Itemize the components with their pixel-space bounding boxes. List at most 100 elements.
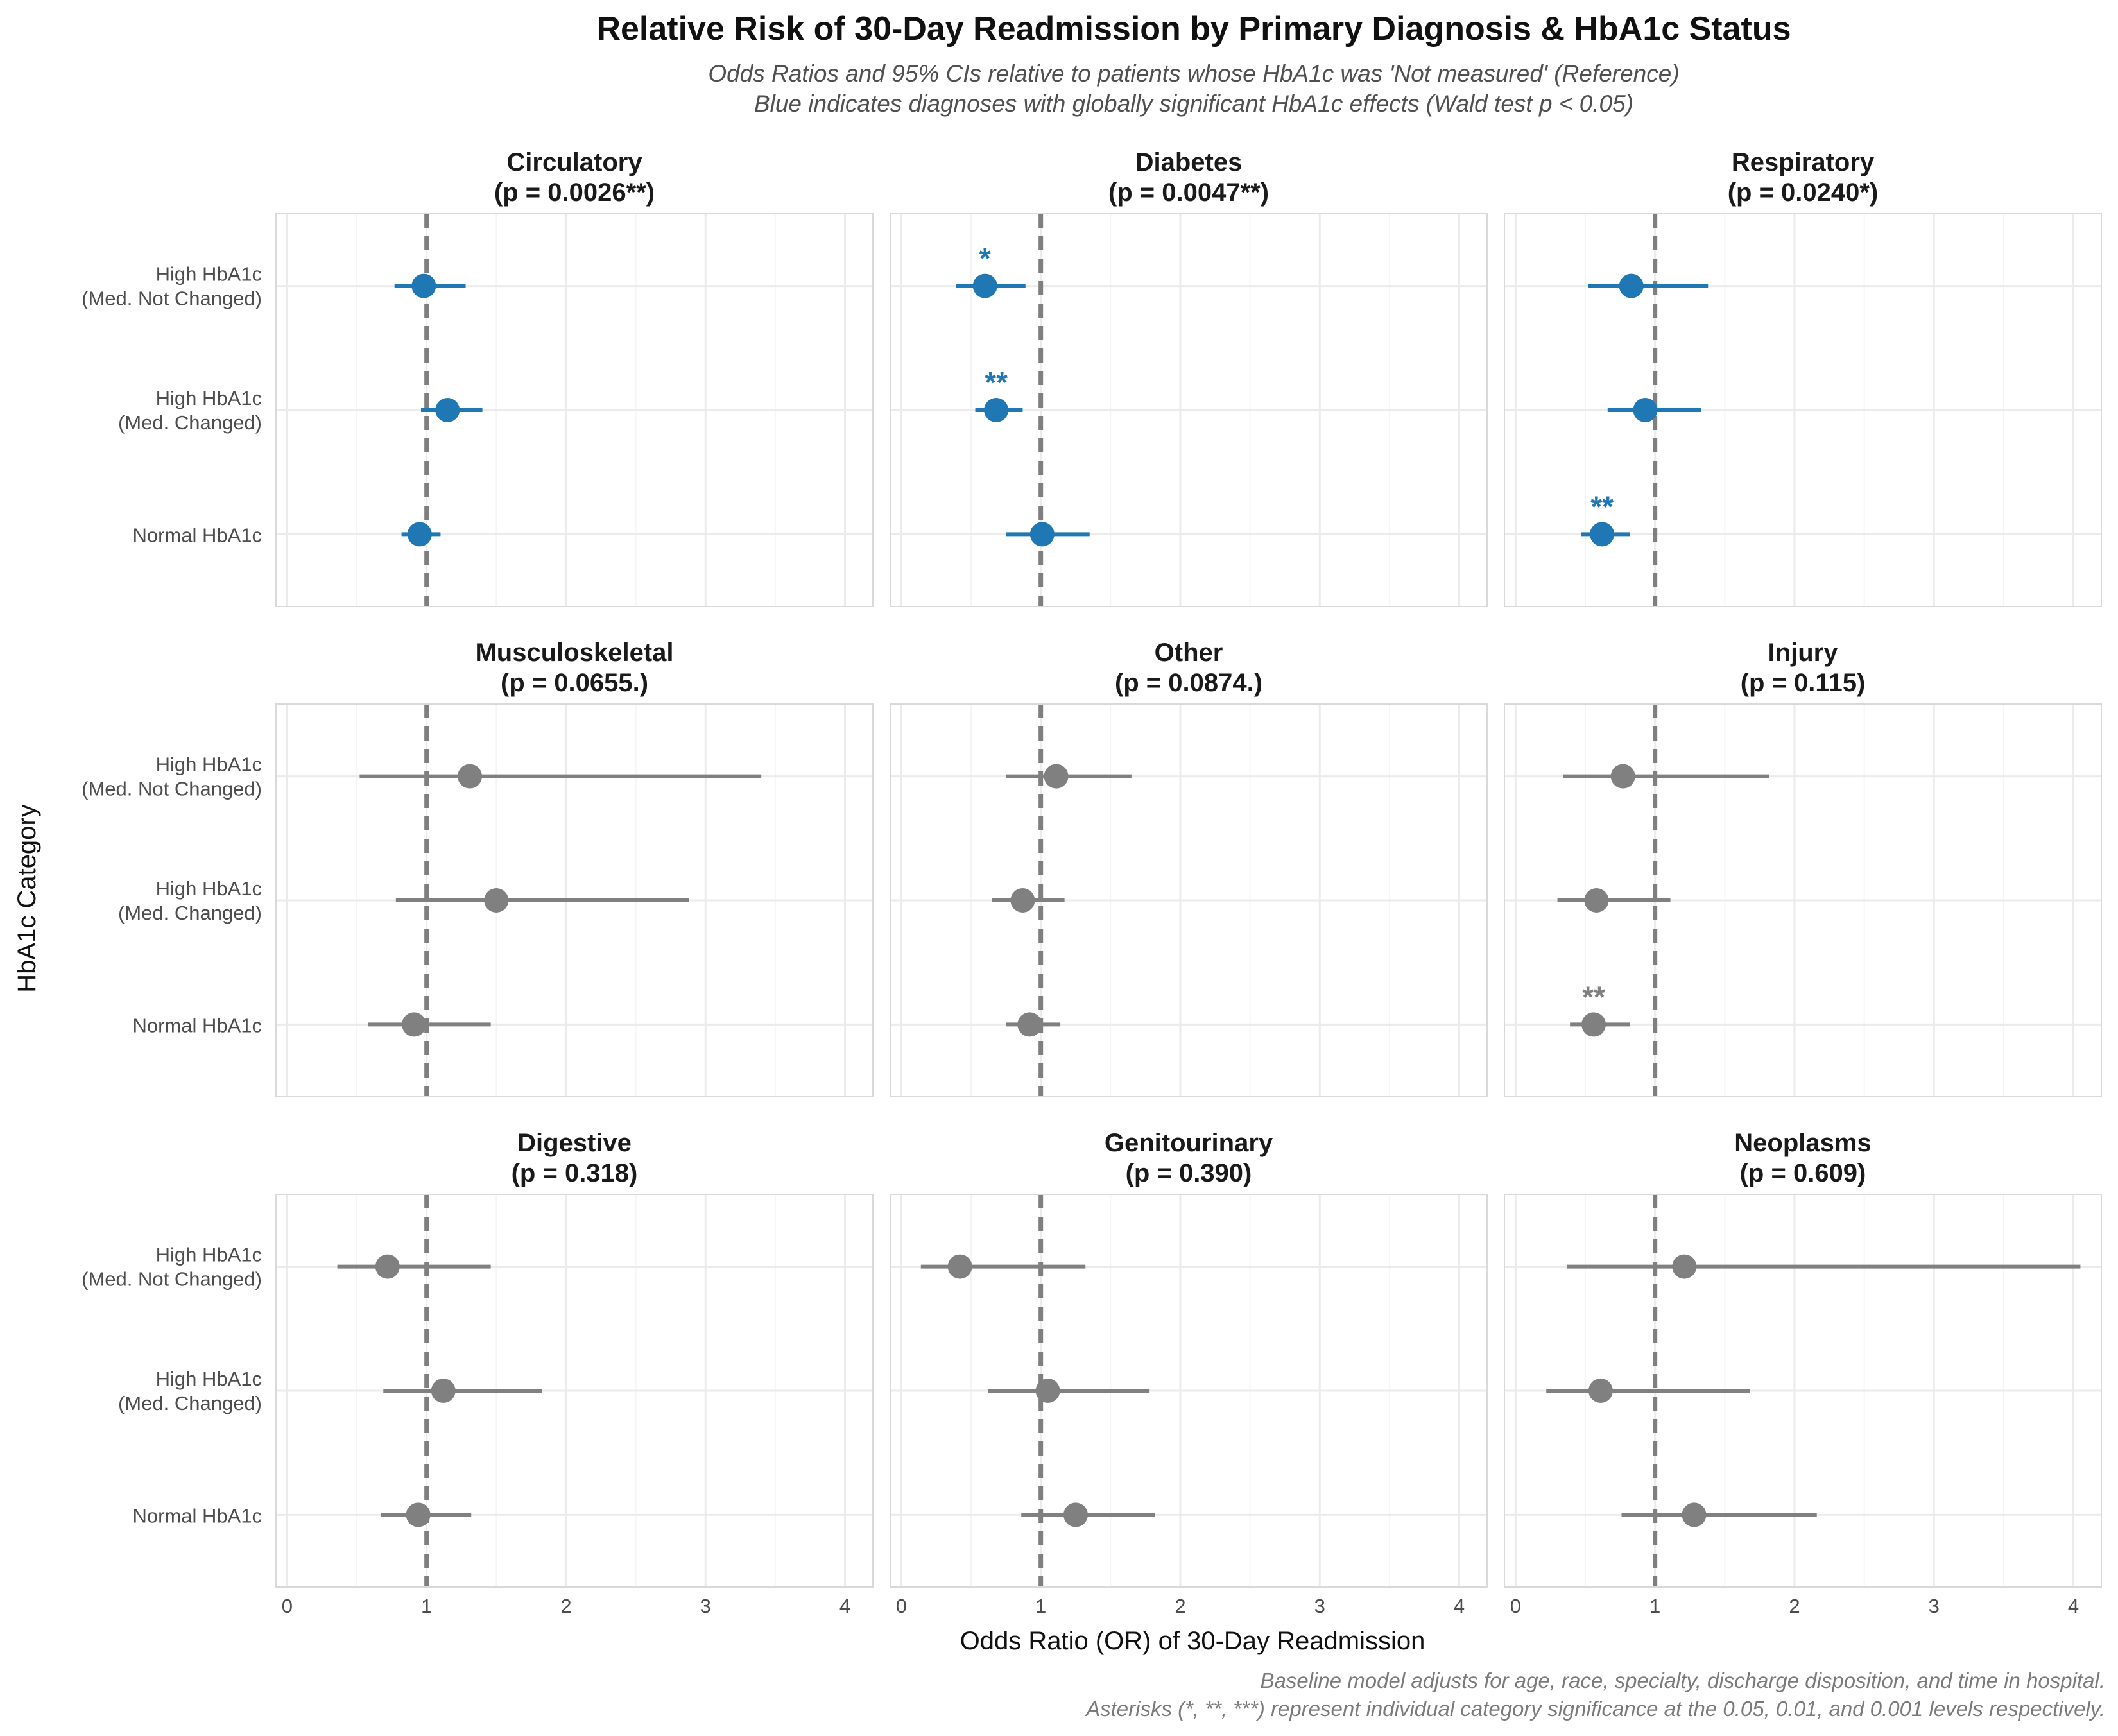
- facet-panels: Circulatory(p = 0.0026**)High HbA1c(Med.…: [82, 148, 2102, 1617]
- panel-title: Diabetes: [1135, 148, 1243, 176]
- or-point: [1610, 764, 1635, 789]
- panel-musculoskeletal: Musculoskeletal(p = 0.0655.)High HbA1c(M…: [82, 639, 874, 1097]
- x-tick-label: 1: [421, 1595, 432, 1617]
- or-point: [1588, 1379, 1613, 1403]
- panel-p-value: (p = 0.318): [512, 1159, 638, 1187]
- y-tick-label: (Med. Not Changed): [82, 288, 262, 310]
- or-point: [1581, 1012, 1606, 1037]
- panel-title: Injury: [1768, 639, 1839, 667]
- panel-p-value: (p = 0.115): [1741, 669, 1866, 697]
- panel-digestive: Digestive(p = 0.318) High HbA1c (Med. Not …: [82, 1129, 874, 1617]
- panel-injury: Injury(p = 0.115) **: [1504, 639, 2102, 1097]
- significance-stars: **: [985, 366, 1008, 399]
- y-tick-label: High HbA1c: [156, 753, 262, 776]
- panel-neoplasms: Neoplasms(p = 0.609) 0 1 2 3 4: [1504, 1129, 2102, 1617]
- or-point: [407, 522, 432, 547]
- x-tick-label: 1: [1649, 1595, 1660, 1617]
- y-tick-label: (Med. Changed): [118, 902, 262, 924]
- caption-line-1: Baseline model adjusts for age, race, sp…: [1261, 1669, 2105, 1692]
- panel-title: Respiratory: [1732, 148, 1875, 176]
- chart-subtitle-line-1: Odds Ratios and 95% CIs relative to pati…: [708, 60, 1679, 87]
- or-point: [375, 1254, 400, 1279]
- panel-diabetes: Diabetes(p = 0.0047**)***: [890, 148, 1488, 607]
- panel-title: Other: [1155, 639, 1223, 667]
- or-point: [984, 398, 1009, 422]
- y-tick-label: (Med. Not Changed): [82, 1268, 262, 1291]
- y-tick-label: (Med. Changed): [118, 1392, 262, 1414]
- x-tick-label: 3: [1314, 1595, 1325, 1617]
- or-point: [402, 1012, 427, 1037]
- panel-title: Circulatory: [506, 148, 642, 176]
- panel-p-value: (p = 0.390): [1126, 1159, 1252, 1187]
- panel-border: [1504, 1194, 2102, 1588]
- panel-border: [275, 1194, 874, 1588]
- y-tick-label: High HbA1c: [156, 877, 262, 900]
- or-point: [1682, 1502, 1707, 1527]
- x-tick-label: 2: [1789, 1595, 1800, 1617]
- y-tick-label: Normal HbA1c: [132, 1504, 262, 1527]
- or-point: [1035, 1379, 1060, 1403]
- panel-p-value: (p = 0.0240*): [1728, 178, 1879, 207]
- significance-stars: **: [1582, 980, 1605, 1013]
- or-point: [1017, 1012, 1042, 1037]
- or-point: [1633, 398, 1658, 422]
- panel-p-value: (p = 0.0026**): [494, 178, 655, 207]
- panel-border: [1504, 213, 2102, 607]
- y-tick-label: (Med. Changed): [118, 411, 262, 434]
- panel-border: [890, 1194, 1488, 1588]
- x-tick-label: 2: [560, 1595, 571, 1617]
- panel-respiratory: Respiratory(p = 0.0240*) **: [1504, 148, 2102, 607]
- panel-title: Digestive: [517, 1129, 632, 1157]
- or-point: [947, 1254, 972, 1279]
- or-point: [1029, 522, 1055, 547]
- panel-border: [275, 703, 874, 1097]
- y-tick-label: High HbA1c: [156, 1368, 262, 1390]
- panel-circulatory: Circulatory(p = 0.0026**)High HbA1c(Med.…: [82, 148, 874, 607]
- panel-genitourinary: Genitourinary(p = 0.390) 0 1 2 3 4: [890, 1129, 1488, 1617]
- or-point: [411, 273, 436, 298]
- panel-border: [890, 213, 1488, 607]
- x-tick-label: 3: [1929, 1595, 1940, 1617]
- panel-border: [1504, 703, 2102, 1097]
- significance-stars: *: [979, 242, 991, 275]
- panel-border: [890, 703, 1488, 1097]
- x-tick-label: 0: [282, 1595, 293, 1617]
- y-tick-label: High HbA1c: [156, 263, 262, 286]
- or-point: [484, 888, 509, 913]
- panel-p-value: (p = 0.0874.): [1115, 669, 1262, 697]
- panel-title: Genitourinary: [1105, 1129, 1273, 1157]
- or-point: [406, 1502, 431, 1527]
- chart-title: Relative Risk of 30-Day Readmission by P…: [596, 10, 1791, 47]
- x-tick-label: 0: [896, 1595, 907, 1617]
- panel-p-value: (p = 0.609): [1740, 1159, 1866, 1187]
- y-tick-label: (Med. Not Changed): [82, 778, 262, 800]
- x-tick-label: 0: [1510, 1595, 1521, 1617]
- x-tick-label: 1: [1035, 1595, 1046, 1617]
- panel-p-value: (p = 0.0655.): [501, 669, 648, 697]
- panel-title: Musculoskeletal: [475, 639, 673, 667]
- panel-other: Other(p = 0.0874.): [890, 639, 1488, 1097]
- x-tick-label: 4: [839, 1595, 850, 1617]
- caption-line-2: Asterisks (*, **, ***) represent individ…: [1085, 1697, 2105, 1721]
- x-tick-label: 4: [1454, 1595, 1465, 1617]
- panel-border: [275, 213, 874, 607]
- x-tick-label: 2: [1175, 1595, 1185, 1617]
- or-point: [972, 273, 997, 298]
- chart-subtitle-line-2: Blue indicates diagnoses with globally s…: [754, 90, 1633, 117]
- or-point: [1063, 1502, 1088, 1527]
- or-point: [1584, 888, 1609, 913]
- y-axis-label: HbA1c Category: [13, 804, 41, 992]
- y-tick-label: Normal HbA1c: [132, 1014, 262, 1036]
- or-point: [1044, 764, 1069, 789]
- y-tick-label: High HbA1c: [156, 387, 262, 409]
- panel-title: Neoplasms: [1734, 1129, 1871, 1157]
- x-axis-label: Odds Ratio (OR) of 30-Day Readmission: [960, 1627, 1425, 1655]
- or-point: [431, 1379, 456, 1403]
- or-point: [458, 764, 483, 789]
- or-point: [1010, 888, 1035, 913]
- x-tick-label: 3: [700, 1595, 711, 1617]
- y-tick-label: Normal HbA1c: [132, 524, 262, 546]
- or-point: [1590, 522, 1615, 547]
